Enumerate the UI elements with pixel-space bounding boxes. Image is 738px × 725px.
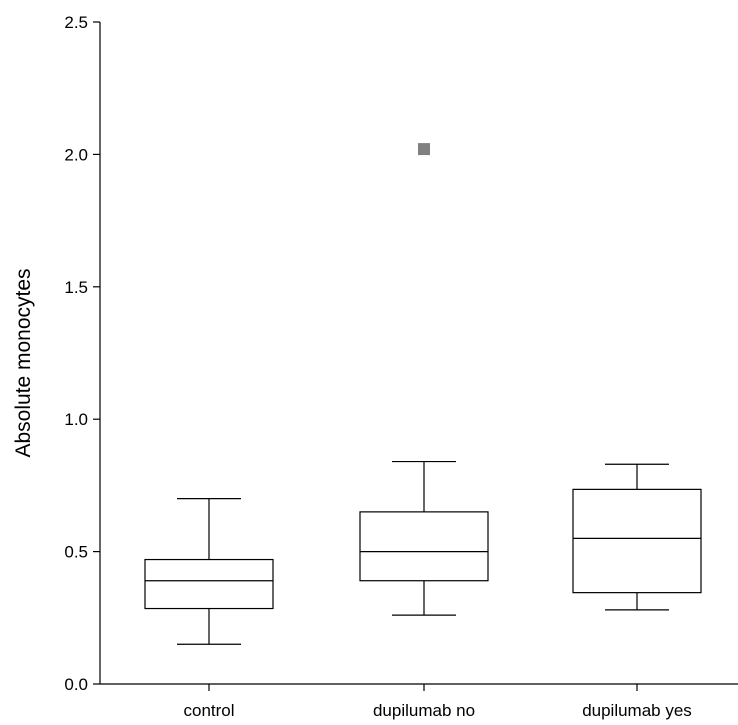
y-tick-label: 1.5 <box>64 278 88 297</box>
y-axis-title: Absolute monocytes <box>12 268 35 457</box>
box-dupilumab-no <box>359 143 489 616</box>
iqr-box <box>359 511 489 582</box>
x-tick-label: control <box>183 701 234 720</box>
y-tick-label: 1.0 <box>64 410 88 429</box>
iqr-box <box>144 558 274 610</box>
iqr-box <box>572 488 702 594</box>
x-tick-label: dupilumab yes <box>582 701 692 720</box>
box-control <box>144 498 274 645</box>
box-series <box>144 143 702 645</box>
y-tick-label: 2.0 <box>64 145 88 164</box>
box-dupilumab-yes <box>572 463 702 611</box>
y-tick-label: 0.5 <box>64 543 88 562</box>
y-tick-label: 0.0 <box>64 675 88 694</box>
y-tick-label: 2.5 <box>64 13 88 32</box>
x-axis: control dupilumab no dupilumab yes <box>100 683 738 720</box>
y-axis: 0.0 0.5 1.0 1.5 2.0 2.5 <box>64 13 101 694</box>
outlier-point <box>418 143 430 156</box>
x-tick-label: dupilumab no <box>373 701 475 720</box>
